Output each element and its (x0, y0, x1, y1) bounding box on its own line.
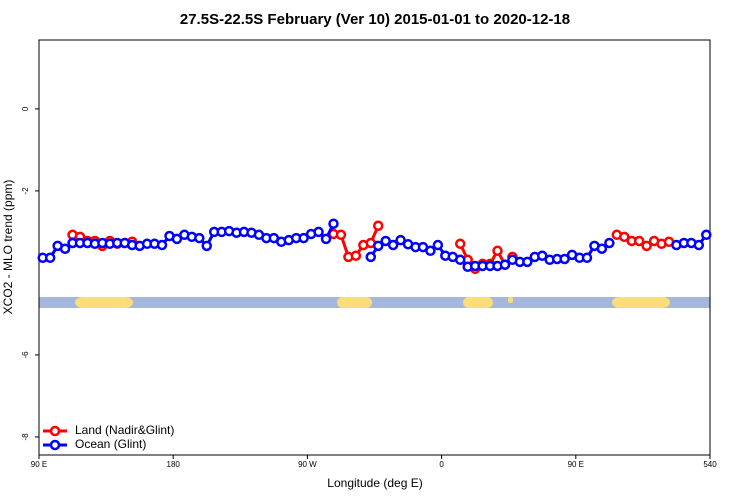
data-point (320, 233, 332, 245)
data-point (492, 245, 503, 257)
data-point (454, 254, 466, 266)
legend: Land (Nadir&Glint)Ocean (Glint) (43, 423, 174, 451)
data-point (44, 252, 56, 264)
data-point (425, 245, 436, 257)
x-tick-label: 90 E (568, 460, 584, 469)
land-strip (337, 297, 372, 308)
data-point (201, 240, 212, 252)
x-tick-label: 540 (703, 460, 717, 469)
y-tick-label: 0 (21, 106, 30, 111)
data-point (313, 226, 324, 238)
data-point (432, 239, 444, 251)
data-point (581, 252, 593, 264)
data-point (499, 259, 511, 270)
data-point (156, 239, 168, 251)
land-strip (463, 297, 493, 308)
data-point (454, 238, 466, 250)
data-point (59, 243, 71, 254)
data-point (633, 235, 645, 247)
y-tick-label: -8 (21, 433, 30, 441)
x-tick-label: 180 (167, 460, 181, 469)
land-strip (508, 297, 513, 303)
data-point (522, 256, 533, 268)
legend-marker (49, 439, 61, 451)
data-point (194, 232, 205, 244)
chart-title: 27.5S-22.5S February (Ver 10) 2015-01-01… (180, 11, 570, 28)
x-axis-label: Longitude (deg E) (327, 476, 422, 490)
data-point (641, 240, 652, 252)
legend-label: Land (Nadir&Glint) (75, 423, 174, 437)
data-point (372, 220, 384, 232)
data-point (559, 253, 570, 265)
data-point (365, 251, 377, 263)
data-point (387, 239, 399, 251)
data-point (604, 237, 615, 249)
x-tick-label: 90 W (298, 460, 317, 469)
data-point (298, 232, 309, 244)
data-point (350, 250, 362, 261)
land-strip (612, 297, 670, 308)
y-tick-label: -6 (21, 351, 30, 359)
data-point (693, 239, 705, 251)
x-tick-label: 90 E (31, 460, 47, 469)
x-tick-label: 0 (439, 460, 444, 469)
data-point (380, 235, 391, 247)
data-point (328, 218, 339, 229)
data-point (171, 233, 183, 245)
legend-label: Ocean (Glint) (75, 437, 146, 451)
legend-marker (49, 425, 61, 437)
data-point (395, 234, 406, 246)
plot-frame (38, 39, 711, 456)
data-point (619, 231, 630, 243)
land-strip (75, 297, 133, 308)
ocean-strip (39, 297, 710, 308)
data-point (372, 240, 384, 252)
data-point (537, 250, 548, 261)
data-point (701, 229, 712, 241)
data-point (596, 243, 608, 254)
y-tick-label: -2 (21, 187, 30, 195)
land-mask (39, 297, 710, 308)
data-point (335, 229, 347, 241)
y-axis-label: XCO2 - MLO trend (ppm) (1, 180, 15, 315)
series (37, 218, 712, 273)
